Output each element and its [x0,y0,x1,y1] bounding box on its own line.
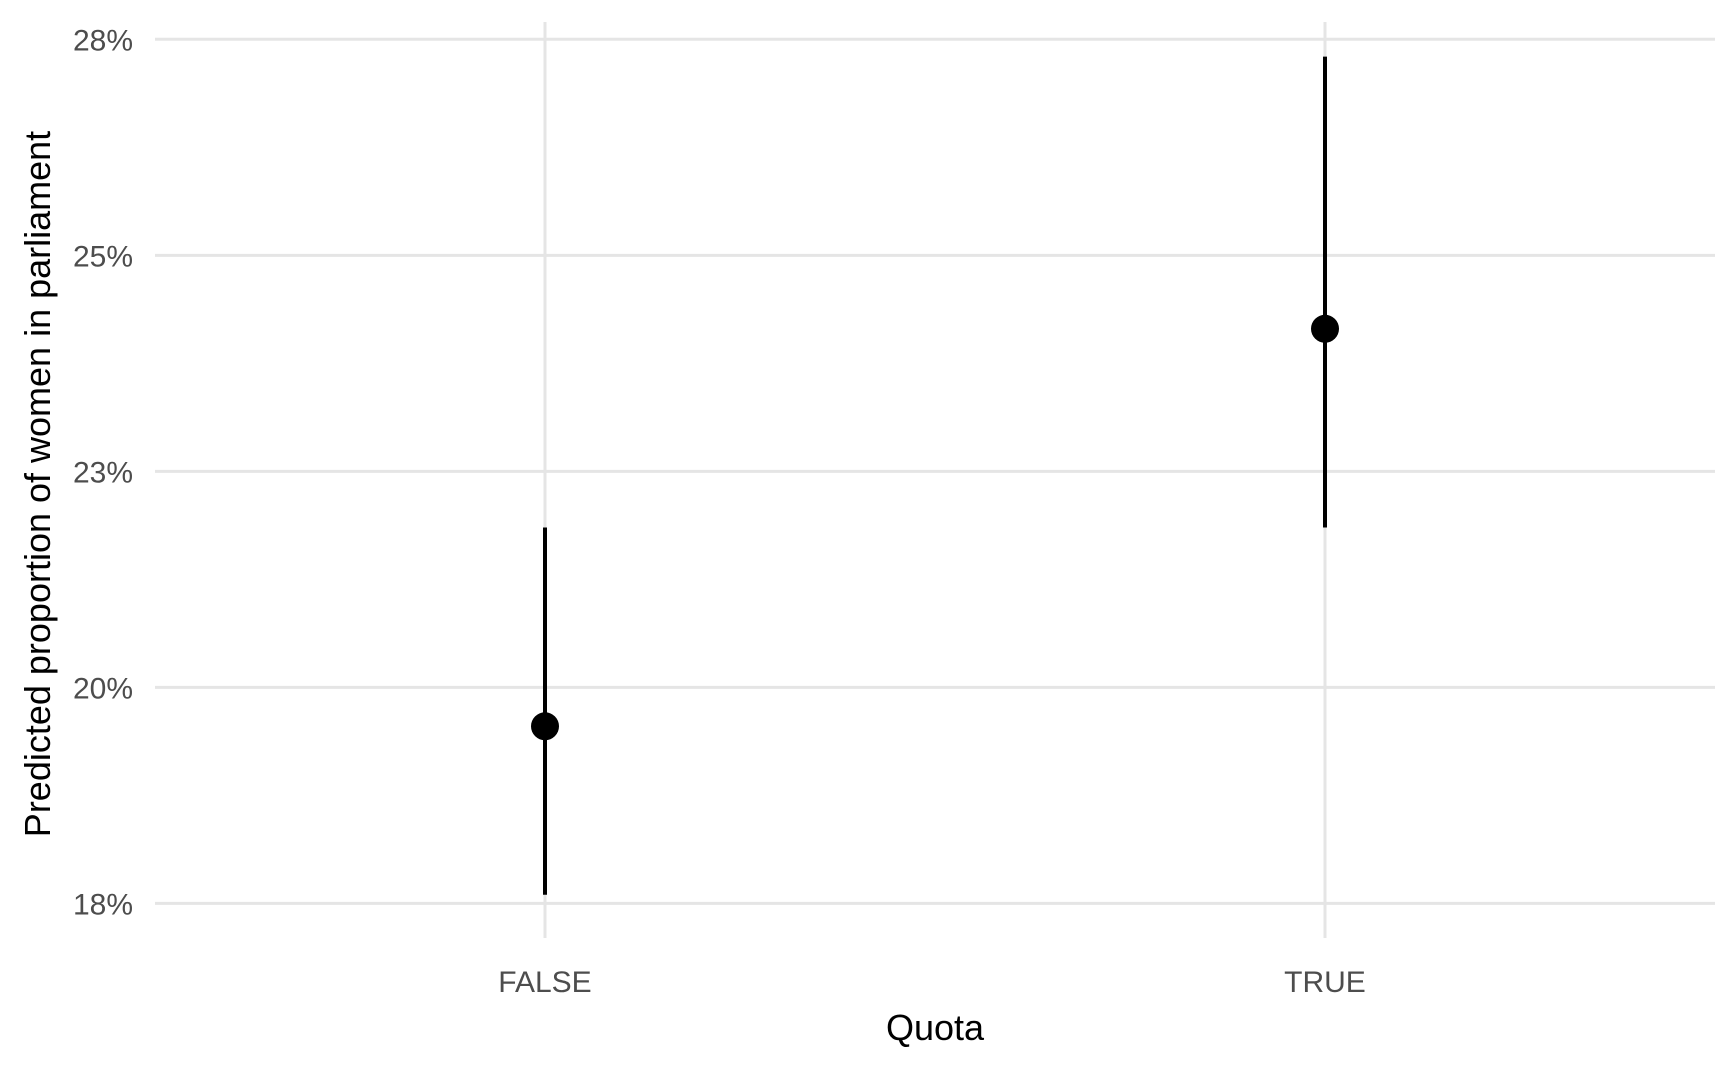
x-tick-label: FALSE [498,966,591,999]
y-tick-labels: 18% 20% 23% 25% 28% [73,24,133,921]
estimate-point [1311,314,1339,343]
y-gridlines [155,37,1715,905]
x-tick-labels: FALSE TRUE [498,966,1366,999]
data-marks [531,56,1339,895]
x-axis-title: Quota [886,1007,985,1048]
x-tick-label: TRUE [1284,966,1366,999]
y-tick-label: 25% [73,240,133,273]
y-tick-label: 23% [73,456,133,489]
x-gridlines [543,22,1327,938]
y-tick-label: 20% [73,672,133,705]
y-tick-label: 18% [73,888,133,921]
y-axis-title: Predicted proportion of women in parliam… [17,131,58,837]
estimate-point [531,712,559,741]
y-tick-label: 28% [73,24,133,57]
